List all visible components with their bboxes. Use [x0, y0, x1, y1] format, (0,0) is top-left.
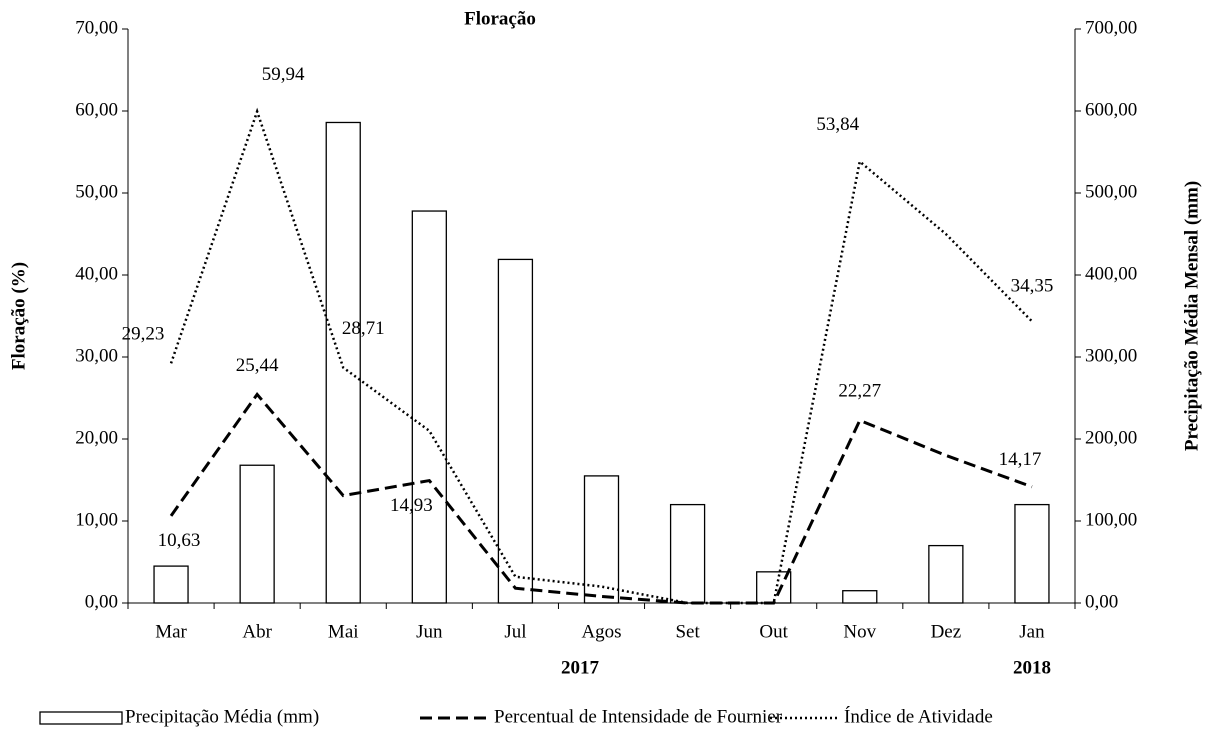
- y-tick-label: 40,00: [75, 263, 118, 284]
- y2-axis-label: Precipitação Média Mensal (mm): [1181, 181, 1202, 451]
- x-tick-label: Nov: [843, 621, 876, 642]
- data-label: 29,23: [122, 324, 165, 345]
- bar: [583, 475, 620, 604]
- y-tick-label: 30,00: [75, 345, 118, 366]
- y2-tick-label: 700,00: [1085, 17, 1137, 38]
- year-label: 2017: [561, 657, 600, 678]
- y2-tick-label: 0,00: [1085, 591, 1118, 612]
- x-tick-label: Agos: [581, 621, 621, 642]
- y-tick-label: 10,00: [75, 509, 118, 530]
- bar: [239, 464, 275, 604]
- data-label: 14,93: [390, 495, 433, 516]
- y2-tick-label: 600,00: [1085, 99, 1137, 120]
- bar: [928, 544, 964, 604]
- y-tick-label: 60,00: [75, 99, 118, 120]
- bar: [1014, 503, 1050, 604]
- data-label: 10,63: [158, 530, 201, 551]
- y-tick-label: 20,00: [75, 427, 118, 448]
- bar: [325, 121, 361, 604]
- y2-tick-label: 100,00: [1085, 509, 1137, 530]
- y-tick-label: 50,00: [75, 181, 118, 202]
- x-tick-label: Set: [675, 621, 700, 642]
- x-tick-label: Dez: [931, 621, 962, 642]
- x-tick-label: Mar: [155, 621, 187, 642]
- bar: [497, 258, 534, 604]
- data-label: 28,71: [342, 318, 385, 339]
- bar: [669, 503, 706, 604]
- y2-tick-label: 400,00: [1085, 263, 1137, 284]
- y-tick-label: 0,00: [85, 591, 118, 612]
- legend-swatch: [39, 711, 123, 725]
- y-axis-label: Floração (%): [8, 262, 29, 370]
- y-tick-label: 70,00: [75, 17, 118, 38]
- x-tick-label: Mai: [328, 621, 359, 642]
- line: [169, 107, 1033, 605]
- y2-tick-label: 300,00: [1085, 345, 1137, 366]
- x-tick-label: Out: [759, 621, 788, 642]
- data-label: 25,44: [236, 355, 279, 376]
- x-tick-label: Jun: [416, 621, 443, 642]
- legend-label: Percentual de Intensidade de Fournier: [494, 706, 783, 727]
- x-tick-label: Abr: [242, 621, 272, 642]
- data-label: 53,84: [816, 114, 859, 135]
- legend-label: Precipitação Média (mm): [125, 706, 319, 727]
- line: [169, 391, 1033, 605]
- bar: [153, 565, 189, 604]
- data-label: 34,35: [1011, 276, 1054, 297]
- year-label: 2018: [1013, 657, 1051, 678]
- bar: [842, 590, 878, 604]
- chart-title: Floração: [464, 8, 536, 29]
- x-tick-label: Jul: [504, 621, 526, 642]
- data-label: 14,17: [999, 449, 1042, 470]
- x-tick-label: Jan: [1019, 621, 1045, 642]
- y2-tick-label: 500,00: [1085, 181, 1137, 202]
- bar: [411, 210, 447, 604]
- y2-tick-label: 200,00: [1085, 427, 1137, 448]
- data-label: 59,94: [262, 64, 305, 85]
- legend-label: Índice de Atividade: [844, 705, 993, 727]
- data-label: 22,27: [838, 381, 881, 402]
